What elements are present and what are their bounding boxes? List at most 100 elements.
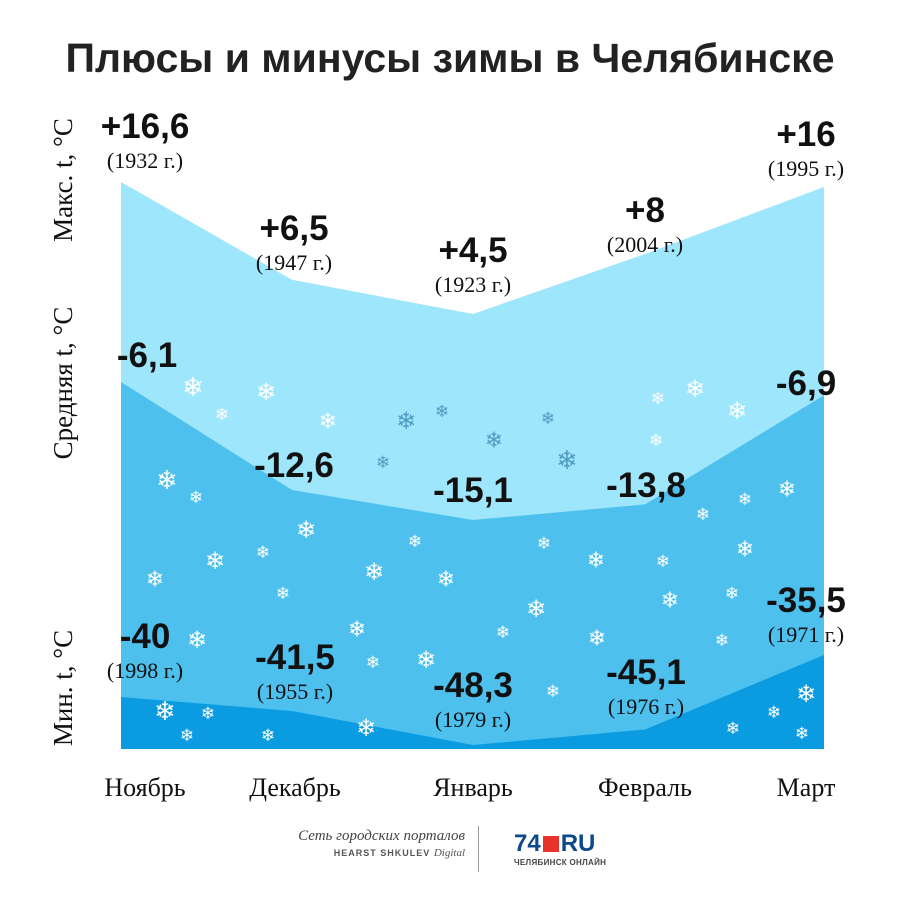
max-value-label: +4,5 (438, 231, 507, 270)
month-label: Март (777, 773, 836, 802)
snowflake-icon: ❄ (588, 627, 606, 652)
snowflake-icon: ❄ (416, 646, 436, 674)
month-axis: Ноябрь Декабрь Январь Февраль Март (104, 773, 835, 802)
month-label: Ноябрь (104, 773, 185, 802)
avg-value-label: -13,8 (606, 466, 686, 505)
snowflake-icon: ❄ (396, 407, 416, 435)
snowflake-icon: ❄ (182, 373, 204, 403)
logo-number: 74 (514, 830, 541, 857)
snowflake-icon: ❄ (767, 703, 781, 723)
snowflake-icon: ❄ (348, 618, 366, 643)
snowflake-icon: ❄ (778, 478, 796, 503)
hearst-text: HEARST SHKULEV (333, 848, 431, 858)
snowflake-icon: ❄ (276, 584, 290, 604)
snowflake-icon: ❄ (146, 568, 164, 593)
snowflake-icon: ❄ (541, 409, 555, 429)
snowflake-icon: ❄ (376, 453, 390, 473)
snowflake-decoration: ❄ ❄ ❄ ❄ ❄ ❄ ❄ ❄ ❄ ❄ ❄ ❄ ❄ ❄ ❄ ❄ ❄ ❄ ❄ ❄ ❄ ❄ ❄ ❄ ❄ ❄ ❄ ❄ ❄ ❄ ❄ ❄ ❄ ❄ ❄ ❄ ❄ ❄ ❄ ❄… (146, 373, 816, 746)
min-year-label: (1998 г.) (107, 658, 183, 683)
side-label-max: Макс. t, °C (48, 118, 78, 242)
snowflake-icon: ❄ (696, 505, 710, 525)
snowflake-icon: ❄ (437, 568, 455, 593)
snowflake-icon: ❄ (526, 595, 546, 623)
snowflake-icon: ❄ (356, 714, 376, 742)
area-min (121, 655, 824, 749)
logo-subtitle: ЧЕЛЯБИНСК ОНЛАЙН (514, 858, 607, 867)
side-label-avg: Средняя t, °C (48, 307, 78, 460)
logo-ru: RU (560, 830, 596, 857)
side-label-min: Мин. t, °C (48, 630, 78, 746)
snowflake-icon: ❄ (587, 549, 605, 574)
min-value-label: -41,5 (255, 638, 335, 677)
max-value-label: +8 (625, 191, 665, 230)
snowflake-icon: ❄ (215, 405, 229, 425)
snowflake-icon: ❄ (796, 680, 816, 708)
max-year-label: (1947 г.) (256, 250, 332, 275)
snowflake-icon: ❄ (685, 375, 705, 403)
min-year-label: (1971 г.) (768, 622, 844, 647)
hearst-line: HEARST SHKULEV Digital (270, 847, 465, 859)
snowflake-icon: ❄ (261, 726, 275, 746)
max-year-label: (2004 г.) (607, 232, 683, 257)
min-value-label: -35,5 (766, 581, 846, 620)
snowflake-icon: ❄ (156, 466, 178, 496)
max-year-label: (1923 г.) (435, 272, 511, 297)
logo-square-icon (542, 836, 559, 852)
digital-text: Digital (433, 847, 465, 859)
footer-divider (478, 826, 479, 872)
snowflake-icon: ❄ (537, 534, 551, 554)
snowflake-icon: ❄ (556, 446, 578, 476)
snowflake-icon: ❄ (649, 431, 663, 451)
min-year-label: (1976 г.) (608, 694, 684, 719)
snowflake-icon: ❄ (154, 697, 176, 727)
snowflake-icon: ❄ (189, 488, 203, 508)
area-layers (121, 182, 824, 749)
value-labels: +16,6(1932 г.) +6,5(1947 г.) +4,5(1923 г.)… (101, 107, 846, 732)
max-value-label: +16,6 (101, 107, 190, 146)
snowflake-icon: ❄ (496, 623, 510, 643)
max-value-label: +16 (776, 115, 835, 154)
snowflake-icon: ❄ (366, 653, 380, 673)
min-year-label: (1979 г.) (435, 707, 511, 732)
month-label: Декабрь (249, 773, 341, 802)
snowflake-icon: ❄ (736, 538, 754, 563)
max-year-label: (1995 г.) (768, 156, 844, 181)
snowflake-icon: ❄ (738, 490, 752, 510)
network-line: Сеть городских порталов (298, 828, 465, 844)
max-value-label: +6,5 (259, 209, 328, 248)
month-label: Январь (433, 773, 513, 802)
avg-value-label: -15,1 (433, 471, 513, 510)
min-year-label: (1955 г.) (257, 679, 333, 704)
snowflake-icon: ❄ (727, 397, 747, 425)
snowflake-icon: ❄ (180, 726, 194, 746)
snowflake-icon: ❄ (725, 584, 739, 604)
min-value-label: -45,1 (606, 653, 686, 692)
area-avg (121, 382, 824, 749)
snowflake-icon: ❄ (661, 589, 679, 614)
snowflake-icon: ❄ (485, 429, 503, 454)
snowflake-icon: ❄ (726, 719, 740, 739)
snowflake-icon: ❄ (256, 543, 270, 563)
snowflake-icon: ❄ (656, 552, 670, 572)
avg-value-label: -12,6 (254, 446, 334, 485)
snowflake-icon: ❄ (256, 378, 276, 406)
snowflake-icon: ❄ (651, 389, 665, 409)
snowflake-icon: ❄ (296, 516, 316, 544)
snowflake-icon: ❄ (795, 724, 809, 744)
snowflake-icon: ❄ (364, 558, 384, 586)
min-value-label: -48,3 (433, 666, 513, 705)
snowflake-icon: ❄ (201, 704, 215, 724)
snowflake-icon: ❄ (319, 410, 337, 435)
snowflake-icon: ❄ (187, 626, 207, 654)
snowflake-icon: ❄ (205, 547, 225, 575)
avg-value-label: -6,1 (117, 336, 177, 375)
site-logo: 74 RU ЧЕЛЯБИНСК ОНЛАЙН (514, 830, 607, 868)
snowflake-icon: ❄ (408, 532, 422, 552)
max-year-label: (1932 г.) (107, 148, 183, 173)
snowflake-icon: ❄ (435, 402, 449, 422)
avg-value-label: -6,9 (776, 364, 836, 403)
network-logo: Сеть городских порталов HEARST SHKULEV D… (270, 828, 465, 859)
chart-title: Плюсы и минусы зимы в Челябинске (66, 35, 835, 81)
snowflake-icon: ❄ (715, 631, 729, 651)
